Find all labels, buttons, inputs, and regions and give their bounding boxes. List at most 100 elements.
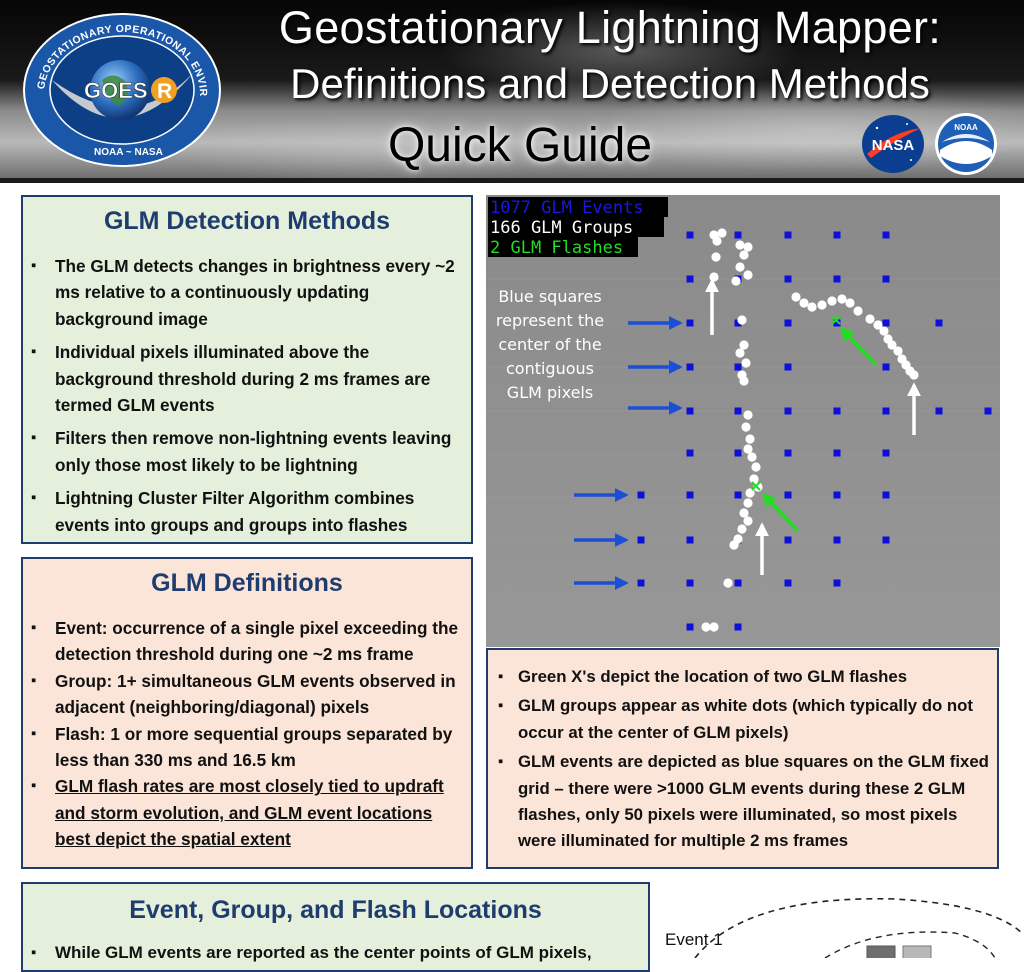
glm-event-square <box>637 536 645 544</box>
glm-event-square <box>882 231 890 239</box>
legend-events: 1077 GLM Events <box>490 198 644 218</box>
nasa-logo: NASA <box>862 115 924 173</box>
glm-group-dot <box>741 422 751 432</box>
svg-text:NOAA: NOAA <box>954 123 978 132</box>
list-item: Lightning Cluster Filter Algorithm combi… <box>23 485 471 538</box>
group-boundary-outline <box>824 931 996 958</box>
glm-event-square <box>734 491 742 499</box>
legend-events-bg <box>488 197 668 217</box>
glm-group-dot <box>749 474 759 484</box>
glm-event-square <box>686 231 694 239</box>
list-item: While GLM events are reported as the cen… <box>23 940 648 967</box>
flash-boundary-outline <box>694 897 1024 958</box>
glm-event-square <box>734 623 742 631</box>
glm-event-square <box>686 491 694 499</box>
glm-event-square <box>784 491 792 499</box>
title-line-2: Definitions and Detection Methods <box>290 60 930 107</box>
glm-event-square <box>637 579 645 587</box>
glm-group-dot <box>735 240 745 250</box>
glm-group-dot <box>879 326 889 336</box>
legend-flashes-bg <box>488 237 638 257</box>
figure-background <box>486 195 1000 647</box>
glm-event-square <box>882 319 890 327</box>
glm-event-square <box>833 449 841 457</box>
glm-group-dot <box>735 348 745 358</box>
list-item: Group: 1+ simultaneous GLM events observ… <box>23 668 471 721</box>
event-pixel <box>902 945 932 958</box>
glm-event-square <box>686 579 694 587</box>
glm-event-square <box>784 275 792 283</box>
goes-r-seal-logo: GEOSTATIONARY OPERATIONAL ENVIRONMENTAL … <box>22 10 221 167</box>
detection-methods-list: The GLM detects changes in brightness ev… <box>23 253 471 538</box>
glm-group-dot <box>893 346 903 356</box>
definitions-heading: GLM Definitions <box>151 569 343 597</box>
glm-group-dot <box>737 315 747 325</box>
glm-group-dot <box>743 444 753 454</box>
glm-flash-marker <box>751 481 761 491</box>
list-item: The GLM detects changes in brightness ev… <box>23 253 471 332</box>
glm-event-square <box>734 231 742 239</box>
annotation-arrows <box>574 278 921 590</box>
list-item: GLM events are depicted as blue squares … <box>488 749 997 855</box>
glm-flash-marker <box>831 315 841 325</box>
glm-group-dot <box>909 370 919 380</box>
glm-event-square <box>686 275 694 283</box>
glm-group-dots <box>701 228 919 632</box>
list-item: Flash: 1 or more sequential groups separ… <box>23 721 471 774</box>
glm-event-square <box>882 275 890 283</box>
glm-event-square <box>882 491 890 499</box>
annotation-line: GLM pixels <box>507 383 593 402</box>
detection-methods-heading: GLM Detection Methods <box>103 207 391 235</box>
glm-group-dot <box>729 540 739 550</box>
green-arrow <box>840 326 878 367</box>
glm-event-square <box>784 579 792 587</box>
glm-group-dot <box>709 622 719 632</box>
list-item: Individual pixels illuminated above the … <box>23 339 471 418</box>
glm-event-square <box>686 536 694 544</box>
glm-event-square <box>882 407 890 415</box>
glm-event-square <box>984 407 992 415</box>
glm-group-dot <box>739 250 749 260</box>
glm-event-square <box>784 231 792 239</box>
header-divider <box>0 178 1024 183</box>
glm-group-dot <box>743 270 753 280</box>
glm-event-square <box>686 363 694 371</box>
glm-group-dot <box>791 292 801 302</box>
glm-group-dot <box>845 298 855 308</box>
glm-group-dot <box>817 300 827 310</box>
glm-event-square <box>833 491 841 499</box>
glm-group-dot <box>735 262 745 272</box>
glm-group-dot <box>743 498 753 508</box>
glm-event-square <box>882 536 890 544</box>
glm-event-square <box>686 407 694 415</box>
glm-event-square <box>833 407 841 415</box>
glm-event-square <box>734 449 742 457</box>
glm-group-dot <box>865 314 875 324</box>
svg-text:NASA: NASA <box>872 137 915 154</box>
detection-methods-panel: GLM Detection Methods The GLM detects ch… <box>21 195 473 544</box>
locations-heading: Event, Group, and Flash Locations <box>129 896 542 924</box>
glm-group-dot <box>745 434 755 444</box>
glm-group-dot <box>717 228 727 238</box>
glm-group-dot <box>739 376 749 386</box>
glm-group-dot <box>807 302 817 312</box>
glm-group-dot <box>743 410 753 420</box>
annotation-line: center of the <box>498 335 601 354</box>
quick-guide-title: Quick Guide <box>387 119 653 172</box>
glm-group-dot <box>799 298 809 308</box>
list-item: Green X's depict the location of two GLM… <box>488 664 997 691</box>
glm-group-dot <box>743 516 753 526</box>
glm-group-dot <box>739 340 749 350</box>
figure-caption-panel: Green X's depict the location of two GLM… <box>486 648 999 869</box>
glm-group-dot <box>747 452 757 462</box>
glm-event-square <box>784 449 792 457</box>
glm-event-square <box>833 536 841 544</box>
figure-caption-list: Green X's depict the location of two GLM… <box>488 664 997 855</box>
list-item: GLM flash rates are most closely tied to… <box>23 773 471 852</box>
svg-text:NOAA ~ NASA: NOAA ~ NASA <box>94 147 163 158</box>
event-pixel <box>866 945 896 958</box>
definitions-panel: GLM Definitions Event: occurrence of a s… <box>21 557 473 869</box>
annotation-line: contiguous <box>506 359 594 378</box>
svg-text:R: R <box>157 80 172 103</box>
glm-event-square <box>734 407 742 415</box>
